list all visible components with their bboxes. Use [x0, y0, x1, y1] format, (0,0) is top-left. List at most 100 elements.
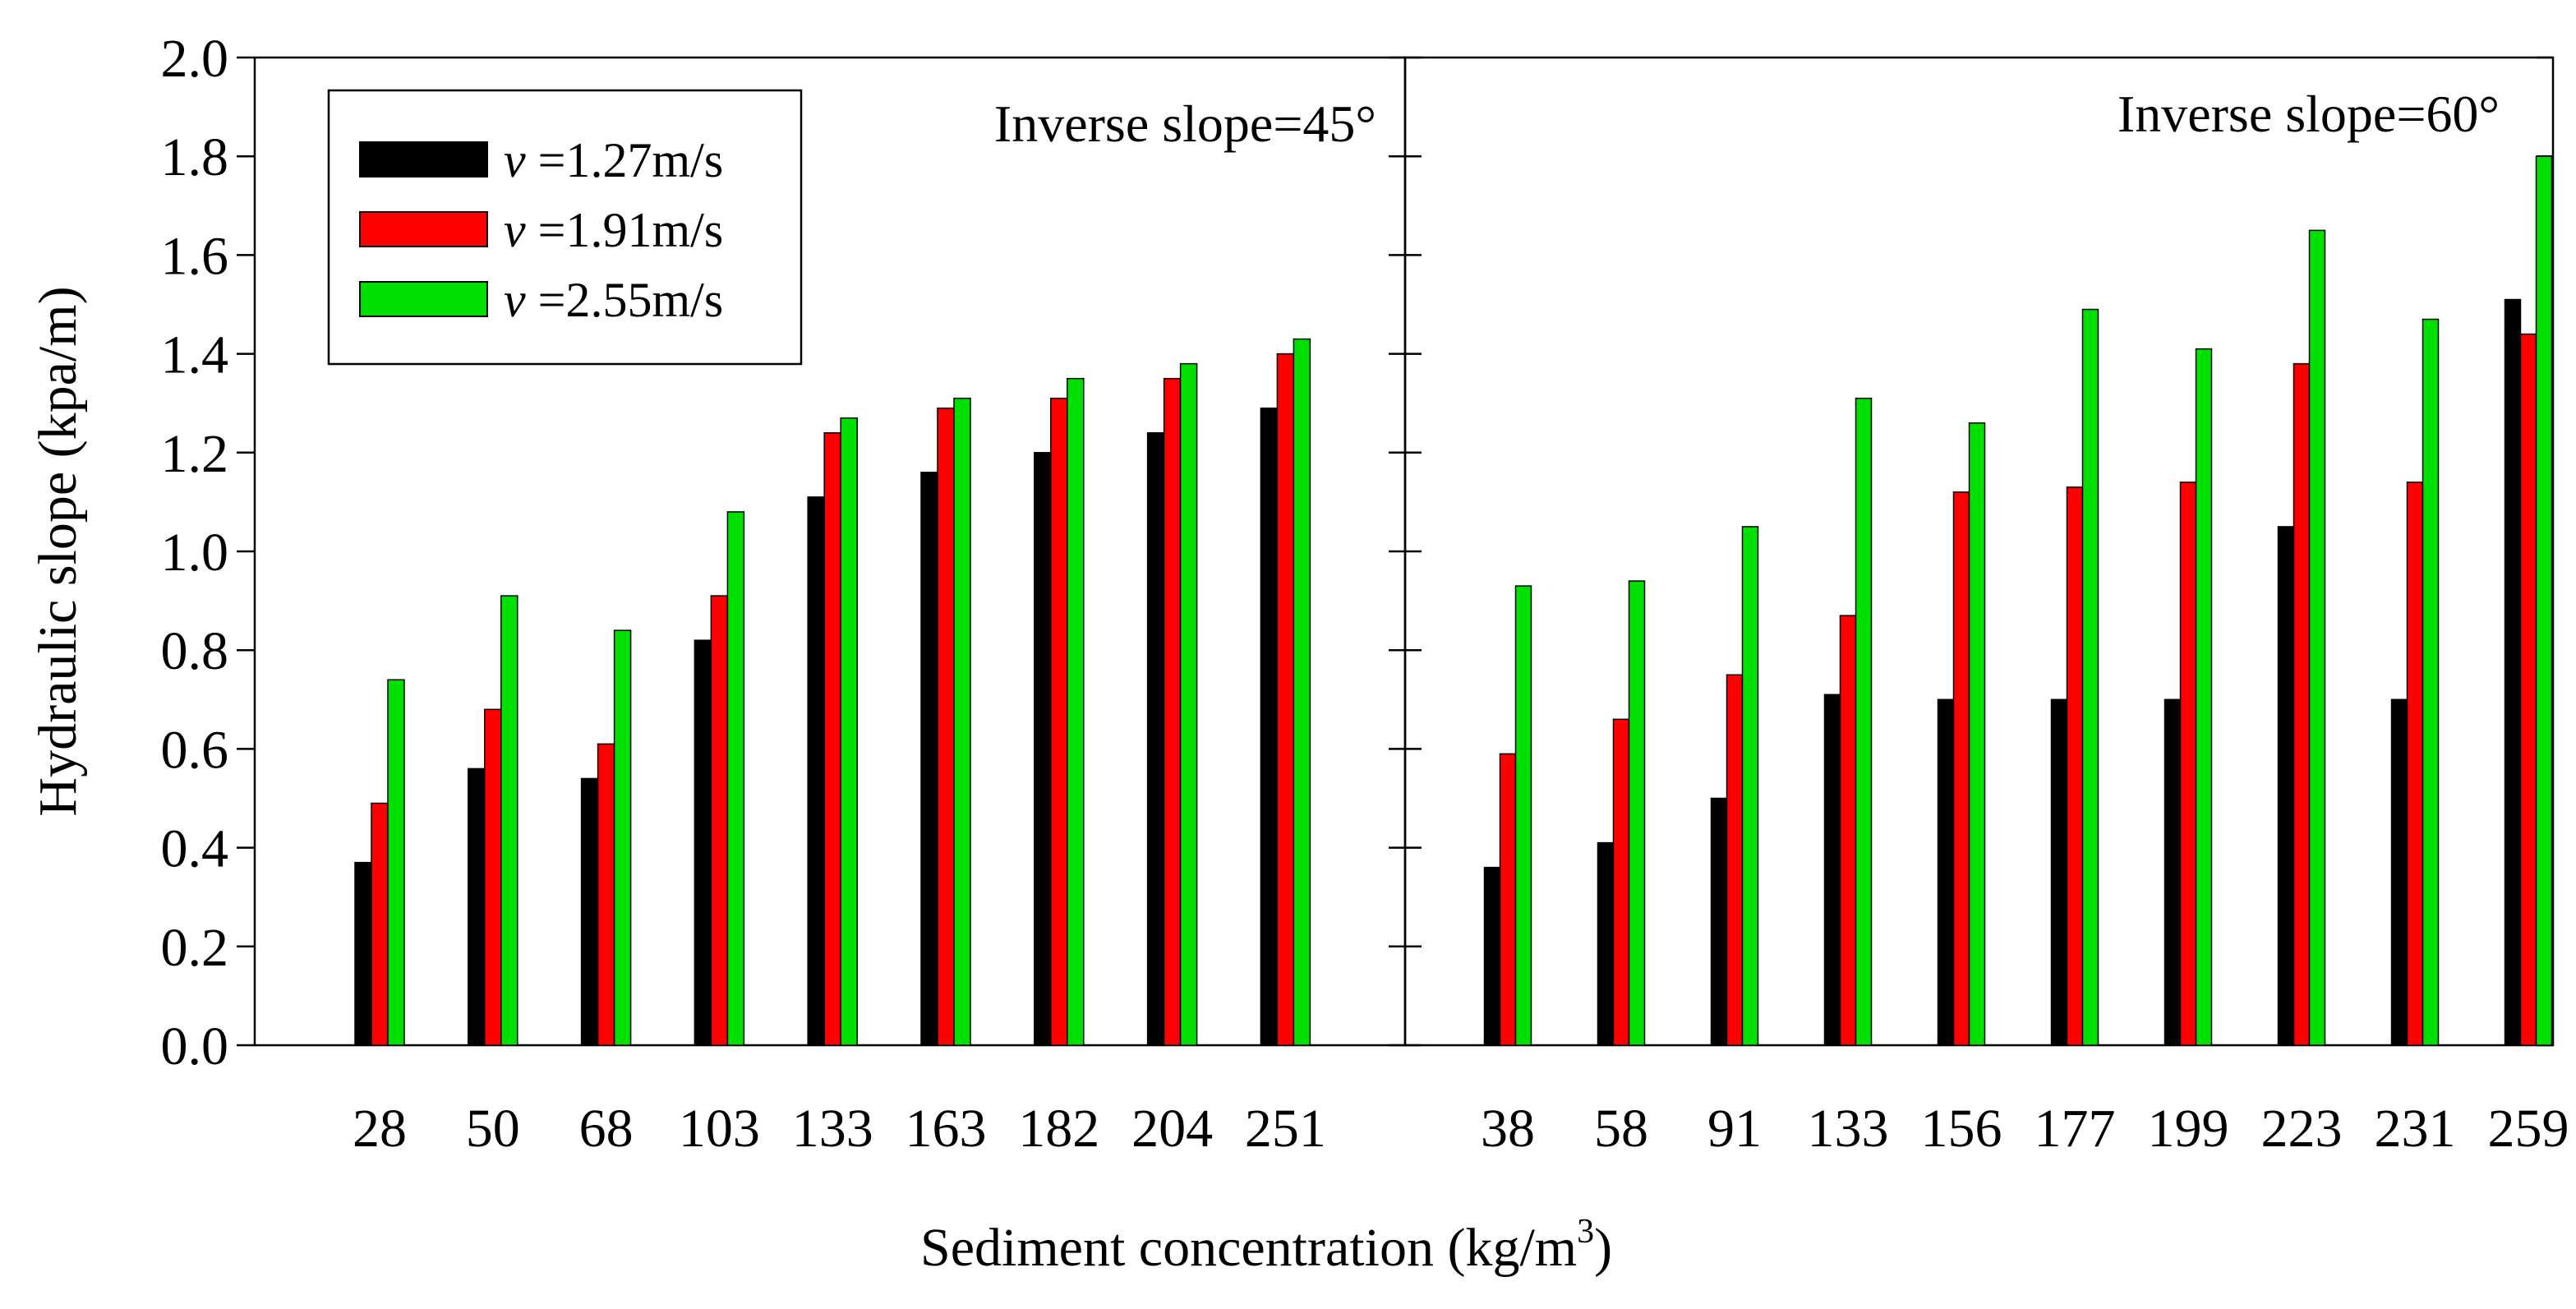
bar-p0-c182-s0	[1034, 452, 1052, 1046]
bar-p0-c133-s0	[807, 496, 825, 1046]
bar-p1-c223-s0	[2277, 526, 2295, 1046]
bar-p1-c199-s0	[2164, 698, 2182, 1046]
bar-p0-c163-s0	[920, 472, 938, 1046]
bar-p1-c231-s1	[2406, 482, 2424, 1046]
bar-p0-c204-s2	[1179, 362, 1198, 1046]
x-tick-label: 28	[353, 1099, 407, 1159]
legend-swatch-0	[359, 141, 488, 177]
bar-p1-c259-s1	[2519, 333, 2537, 1046]
bar-p1-c133-s2	[1855, 397, 1873, 1046]
bar-p1-c177-s1	[2066, 486, 2084, 1046]
x-tick-label: 251	[1245, 1099, 1326, 1159]
bar-p1-c199-s1	[2179, 482, 2197, 1046]
bar-p0-c204-s1	[1163, 377, 1182, 1046]
x-tick-label: 133	[792, 1099, 873, 1159]
bar-p0-c103-s0	[694, 639, 712, 1046]
bar-p1-c38-s0	[1483, 866, 1501, 1046]
y-tick-label: 2.0	[161, 29, 229, 89]
x-tick-label: 133	[1808, 1099, 1889, 1159]
bar-p1-c38-s1	[1499, 753, 1517, 1046]
x-tick-label: 177	[2035, 1099, 2116, 1159]
bar-p0-c182-s2	[1067, 377, 1085, 1046]
bar-p0-c251-s0	[1260, 407, 1279, 1046]
x-tick-label: 223	[2261, 1099, 2343, 1159]
x-tick-label: 259	[2488, 1099, 2569, 1159]
legend-swatch-1	[359, 211, 488, 247]
x-axis-title-end: )	[1594, 1218, 1612, 1278]
bar-p0-c103-s2	[726, 511, 745, 1046]
x-tick-label: 68	[579, 1099, 634, 1159]
x-tick-label: 103	[679, 1099, 760, 1159]
y-tick-label: 0.6	[161, 720, 229, 780]
legend-value: =1.27m/s	[526, 133, 724, 187]
bar-p0-c28-s0	[354, 861, 372, 1046]
bar-p1-c91-s2	[1741, 526, 1759, 1046]
legend-swatch-2	[359, 281, 488, 317]
bars	[354, 155, 2553, 1046]
bar-p1-c133-s0	[1823, 694, 1841, 1046]
bar-p0-c50-s1	[484, 708, 502, 1046]
x-tick-label: 50	[466, 1099, 520, 1159]
y-tick-label: 1.0	[161, 523, 229, 583]
bar-p0-c28-s1	[371, 802, 389, 1046]
x-tick-label: 156	[1921, 1099, 2002, 1159]
bar-p1-c58-s0	[1597, 841, 1615, 1046]
bar-p0-c50-s0	[468, 767, 486, 1046]
bar-p0-c133-s2	[840, 417, 858, 1046]
x-axis-title: Sediment concentration (kg/m3)	[920, 1213, 1612, 1278]
y-tick-label: 1.6	[161, 226, 229, 286]
x-axis-title-sup: 3	[1577, 1213, 1594, 1251]
bar-p0-c204-s0	[1146, 432, 1165, 1046]
bar-p1-c223-s1	[2293, 362, 2311, 1046]
x-tick-label: 58	[1594, 1099, 1648, 1159]
bar-p1-c223-s2	[2308, 229, 2326, 1046]
legend-symbol: v	[504, 273, 526, 327]
bar-p0-c50-s2	[500, 595, 518, 1046]
bar-p0-c103-s1	[710, 595, 729, 1046]
bar-p1-c91-s1	[1726, 674, 1744, 1046]
bar-p0-c28-s2	[387, 679, 405, 1046]
legend-label-1: v =1.91m/s	[504, 203, 723, 257]
bar-p0-c251-s2	[1293, 338, 1311, 1046]
legend: v =1.27m/sv =1.91m/sv =2.55m/s	[327, 89, 803, 366]
bar-p1-c177-s2	[2081, 308, 2099, 1046]
y-axis-title: Hydraulic slope (kpa/m)	[28, 286, 88, 816]
bar-p0-c163-s1	[937, 407, 955, 1046]
x-tick-label: 231	[2375, 1099, 2456, 1159]
legend-label-2: v =2.55m/s	[504, 273, 723, 327]
legend-symbol: v	[504, 133, 526, 187]
y-tick-label: 0.4	[161, 819, 229, 879]
y-tick-label: 0.8	[161, 621, 229, 681]
bar-p1-c199-s2	[2195, 348, 2213, 1046]
bar-p1-c156-s0	[1937, 698, 1955, 1046]
y-tick-label: 0.2	[161, 918, 229, 978]
panel-title-45: Inverse slope=45°	[994, 94, 1376, 153]
bar-p0-c133-s1	[823, 432, 841, 1046]
bar-p0-c68-s0	[580, 777, 599, 1046]
x-tick-label: 38	[1481, 1099, 1535, 1159]
legend-value: =1.91m/s	[526, 203, 724, 257]
panel-title-60: Inverse slope=60°	[2117, 85, 2500, 143]
bar-p1-c231-s2	[2422, 318, 2440, 1046]
bar-p1-c133-s1	[1839, 615, 1857, 1046]
bar-p0-c163-s2	[953, 397, 971, 1046]
bar-p1-c177-s0	[2050, 698, 2068, 1046]
legend-value: =2.55m/s	[526, 273, 724, 327]
bar-p1-c58-s1	[1612, 718, 1630, 1046]
x-tick-label: 199	[2148, 1099, 2229, 1159]
y-tick-label: 0.0	[161, 1016, 229, 1076]
y-tick-label: 1.2	[161, 424, 229, 484]
bar-p1-c156-s2	[1968, 422, 1986, 1046]
bar-p0-c251-s1	[1276, 353, 1295, 1046]
x-tick-label: 91	[1707, 1099, 1762, 1159]
x-tick-label: 204	[1131, 1099, 1213, 1159]
bar-p1-c58-s2	[1628, 580, 1646, 1046]
y-axis: 0.0 0.2 0.4 0.6 0.8 1.0 1.2 1.4 1.6 1.8 2.0	[161, 29, 2553, 1076]
legend-label-0: v =1.27m/s	[504, 133, 723, 187]
y-tick-label: 1.8	[161, 127, 229, 187]
x-axis-title-main: Sediment concentration (kg/m	[920, 1218, 1577, 1278]
y-tick-label: 1.4	[161, 325, 229, 385]
x-tick-label: 182	[1018, 1099, 1099, 1159]
bar-p1-c231-s0	[2390, 698, 2408, 1046]
